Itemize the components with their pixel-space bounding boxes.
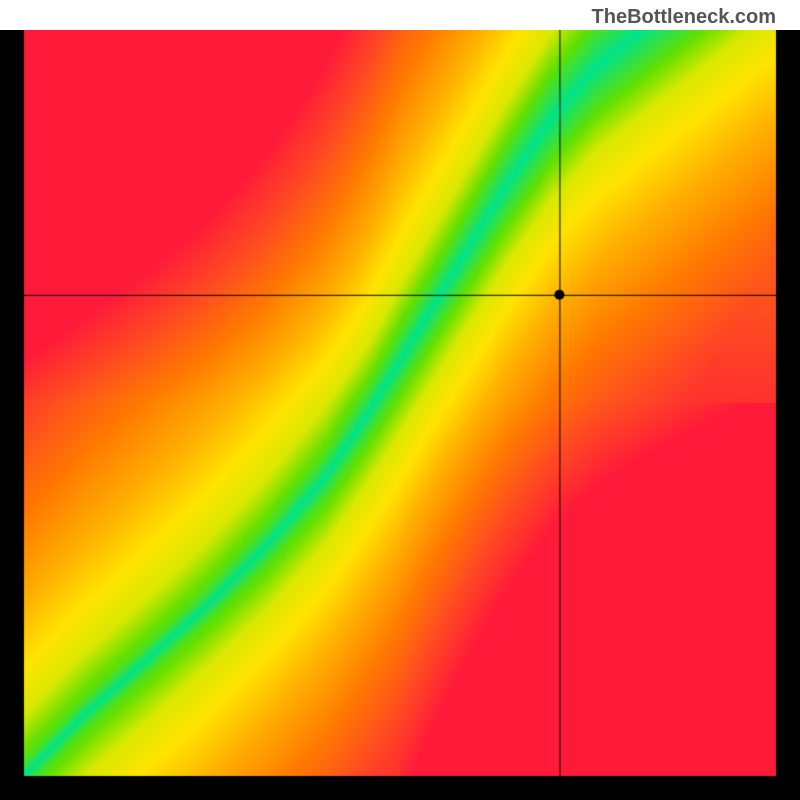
bottleneck-heatmap-canvas — [0, 0, 800, 800]
watermark-text: TheBottleneck.com — [592, 6, 776, 29]
chart-container: TheBottleneck.com — [0, 0, 800, 800]
